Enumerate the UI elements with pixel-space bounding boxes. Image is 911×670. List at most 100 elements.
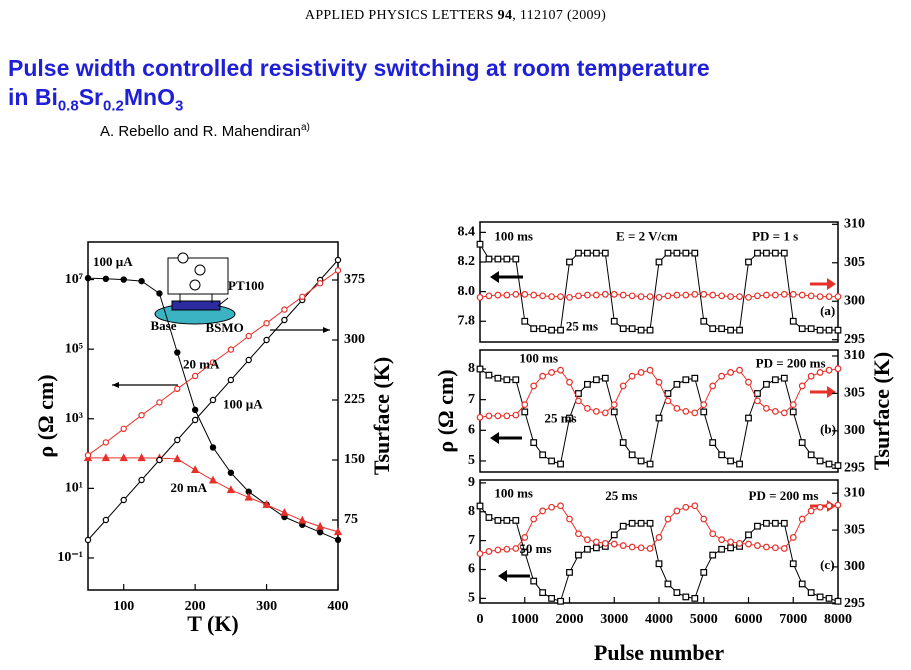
inset-sample bbox=[171, 300, 221, 311]
data-point bbox=[539, 372, 547, 380]
data-point bbox=[156, 290, 163, 297]
data-point bbox=[825, 293, 833, 301]
data-point bbox=[584, 291, 591, 299]
data-point bbox=[619, 291, 627, 299]
annotation: PD = 1 s bbox=[752, 229, 798, 244]
y2-tick-label: 150 bbox=[344, 452, 365, 467]
data-point bbox=[655, 378, 663, 386]
x-tick-label: 5000 bbox=[690, 612, 718, 627]
data-point bbox=[700, 515, 708, 523]
data-point bbox=[521, 534, 529, 541]
data-point bbox=[610, 317, 618, 325]
data-point bbox=[575, 530, 582, 538]
x-axis-label: Pulse number bbox=[594, 640, 724, 665]
data-point bbox=[807, 372, 815, 380]
pages: , 112107 (2009) bbox=[512, 8, 607, 23]
data-point bbox=[709, 382, 717, 390]
data-point bbox=[262, 499, 271, 508]
data-point bbox=[227, 346, 235, 353]
data-point bbox=[798, 580, 806, 588]
data-point bbox=[619, 382, 627, 390]
inset-meter bbox=[189, 279, 201, 291]
data-point bbox=[691, 594, 699, 602]
data-point bbox=[485, 292, 493, 300]
inset-meter bbox=[194, 264, 206, 276]
data-point bbox=[816, 369, 824, 376]
annotation: 100 µA bbox=[93, 254, 133, 269]
data-point bbox=[512, 376, 520, 384]
data-point bbox=[682, 407, 690, 415]
data-point bbox=[718, 536, 726, 544]
data-point bbox=[592, 249, 600, 257]
data-point bbox=[334, 536, 342, 544]
data-point bbox=[646, 519, 654, 527]
plot-frame bbox=[479, 349, 839, 473]
y-tick-label: 10¹ bbox=[65, 481, 83, 496]
data-point bbox=[557, 597, 564, 605]
data-point bbox=[700, 401, 708, 409]
data-point bbox=[619, 522, 627, 530]
data-point bbox=[619, 439, 627, 446]
x-axis-label: T (K) bbox=[187, 611, 239, 636]
data-point bbox=[816, 293, 824, 301]
inset-schematic bbox=[154, 252, 236, 325]
data-point bbox=[245, 356, 252, 364]
data-point bbox=[539, 325, 547, 333]
data-point bbox=[709, 325, 717, 333]
data-point bbox=[334, 267, 342, 274]
data-point bbox=[530, 515, 538, 523]
data-point bbox=[521, 317, 529, 325]
data-point bbox=[539, 451, 547, 459]
data-point bbox=[745, 540, 752, 548]
data-point bbox=[736, 460, 743, 468]
data-point bbox=[494, 517, 502, 524]
y-tick-label: 7 bbox=[468, 392, 475, 407]
data-point bbox=[762, 519, 770, 527]
data-point bbox=[485, 548, 493, 555]
data-point bbox=[530, 325, 538, 333]
y2-tick-label: 310 bbox=[844, 217, 865, 232]
data-point bbox=[227, 376, 235, 384]
arrowhead bbox=[498, 570, 507, 582]
y2-tick-label: 300 bbox=[844, 423, 865, 438]
data-point bbox=[566, 258, 573, 266]
data-point bbox=[485, 412, 493, 420]
data-point bbox=[825, 502, 833, 510]
data-point bbox=[789, 560, 797, 568]
y2-tick-label: 75 bbox=[344, 512, 358, 527]
data-point bbox=[503, 412, 511, 420]
data-point bbox=[727, 544, 734, 552]
data-point bbox=[592, 291, 600, 299]
data-point bbox=[503, 545, 511, 553]
data-point bbox=[673, 291, 681, 299]
y-tick-label: 8.0 bbox=[458, 284, 476, 299]
data-point bbox=[503, 376, 511, 384]
data-point bbox=[637, 544, 645, 552]
annotation: 25 ms bbox=[544, 411, 576, 426]
data-point bbox=[691, 249, 699, 257]
data-point bbox=[637, 293, 645, 301]
data-point bbox=[119, 453, 128, 462]
data-point bbox=[664, 515, 672, 523]
data-point bbox=[637, 326, 645, 334]
data-point bbox=[834, 293, 842, 301]
y2-tick-label: 305 bbox=[844, 522, 865, 537]
data-point bbox=[592, 538, 600, 546]
data-point bbox=[156, 399, 163, 406]
y2-tick-label: 295 bbox=[844, 596, 865, 611]
data-point bbox=[763, 404, 770, 412]
x-tick-label: 2000 bbox=[556, 612, 584, 627]
data-point bbox=[700, 568, 708, 576]
y-tick-label: 10⁵ bbox=[65, 341, 83, 356]
data-point bbox=[101, 453, 110, 462]
data-point bbox=[575, 249, 582, 257]
data-point bbox=[601, 290, 609, 298]
title-sub: 0.8 bbox=[57, 97, 79, 115]
data-point bbox=[646, 326, 654, 334]
data-point bbox=[298, 515, 307, 524]
data-point bbox=[673, 249, 681, 257]
data-point bbox=[637, 457, 645, 465]
data-point bbox=[245, 332, 252, 340]
data-point bbox=[727, 293, 734, 301]
y-tick-label: 6 bbox=[468, 423, 475, 438]
